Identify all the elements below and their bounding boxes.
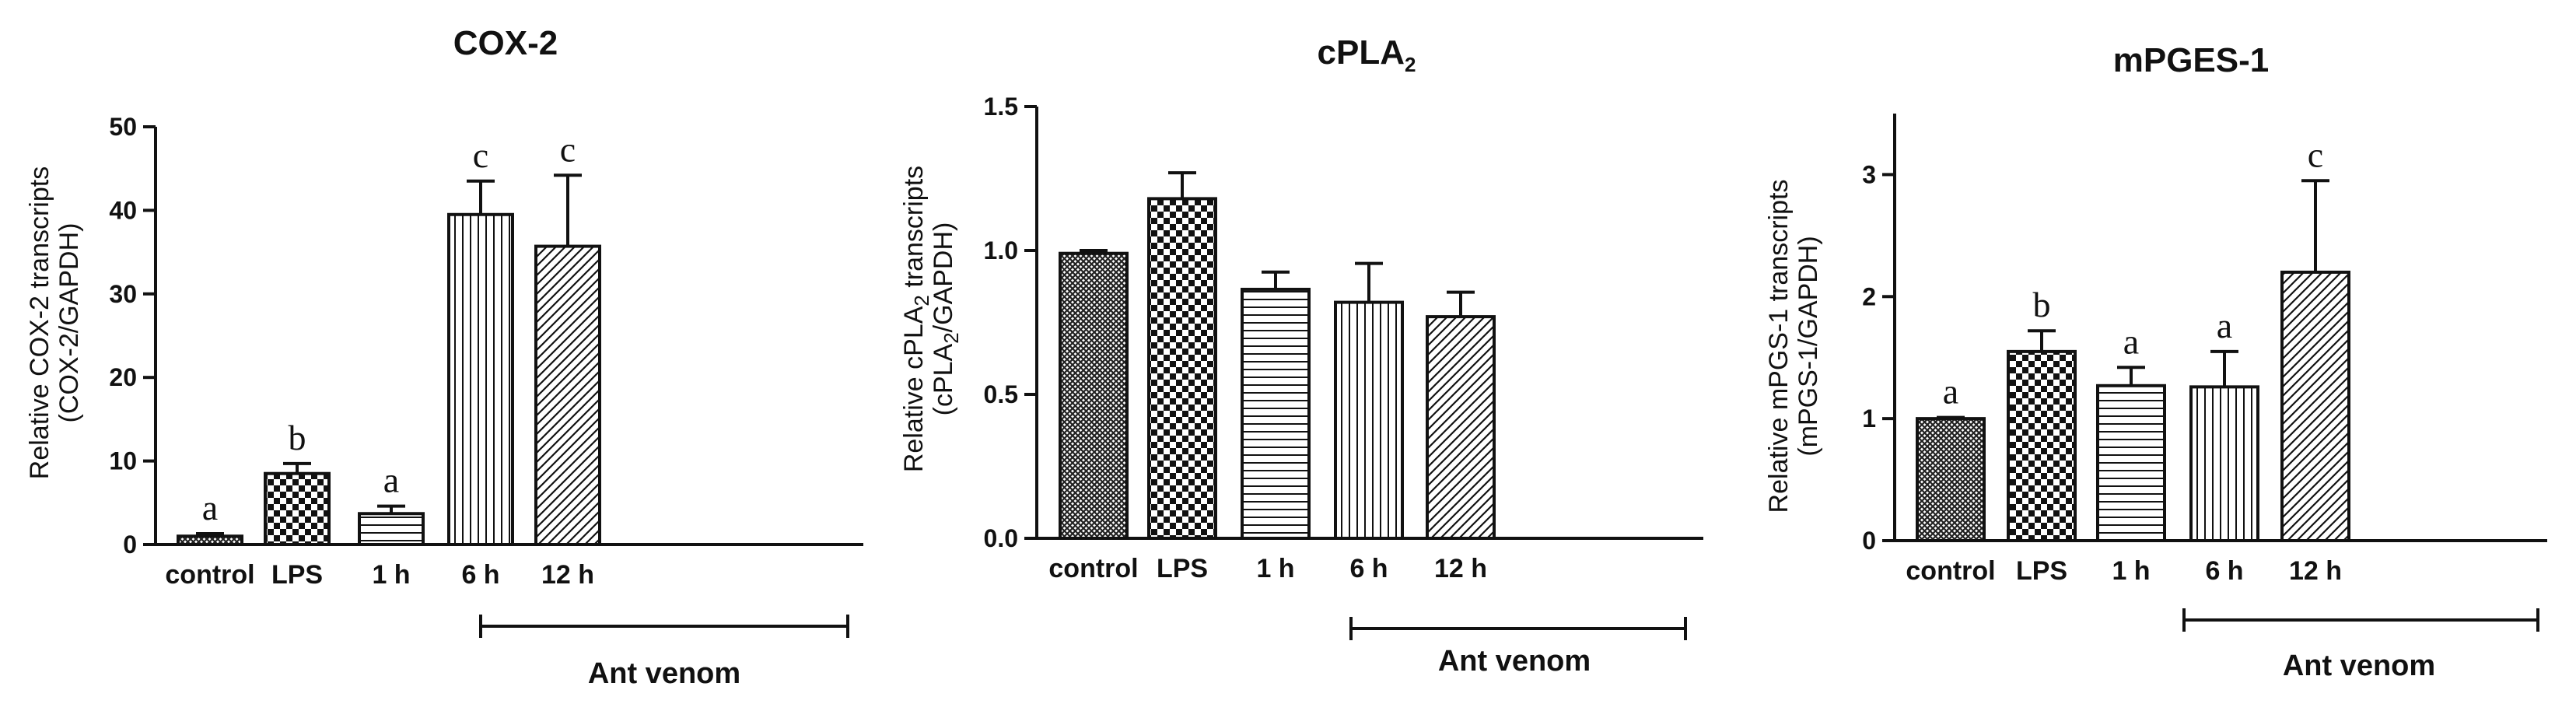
y-tick-label: 10 [109,447,137,475]
significance-label: a [2217,306,2232,345]
group-label: Ant venom [1438,645,1591,678]
y-axis-label-line2: (cPLA2/GAPDH) [929,222,963,416]
group-label: Ant venom [2283,650,2435,682]
x-tick-label: LPS [2016,556,2067,586]
significance-label: c [560,129,576,169]
significance-label: c [473,135,488,175]
x-tick-labels: control LPS 1 h 6 h 12 h [1906,556,2342,586]
y-ticks: 0 10 20 30 40 50 [109,113,156,559]
bar-control [177,534,243,547]
bar-12h [534,244,601,546]
y-tick-label: 1.5 [984,93,1018,121]
y-axis-label: Relative COX-2 transcripts [25,166,54,479]
bar-1h [2096,384,2166,543]
bars: a b a c c [177,129,601,547]
y-tick-label: 50 [109,113,137,141]
bar-control [1916,417,1986,543]
significance-label: a [383,461,399,500]
bar-1h [1241,287,1311,540]
x-tick-label: control [1048,554,1138,583]
chart-title: COX-2 [453,24,558,62]
x-tick-label: 1 h [372,560,410,590]
bar-6h [2189,385,2259,542]
x-tick-label: LPS [1157,554,1208,583]
x-tick-labels: control LPS 1 h 6 h 12 h [165,560,594,590]
chart-title: mPGES-1 [2113,41,2270,79]
y-axis-label-line2: (mPGS-1/GAPDH) [1794,236,1823,456]
significance-label: a [2123,321,2139,361]
x-tick-label: 12 h [2289,556,2342,586]
y-tick-label: 0.0 [984,524,1018,552]
bar-lps [2007,349,2077,542]
bar-12h [1426,315,1496,540]
group-label: Ant venom [588,657,740,690]
significance-label: a [202,488,218,527]
y-tick-label: 3 [1862,160,1876,188]
y-ticks: 0.0 0.5 1.0 1.5 [984,93,1037,552]
y-tick-label: 0 [123,531,137,559]
x-tick-label: 1 h [1256,554,1294,583]
y-tick-label: 0.5 [984,380,1018,408]
y-tick-label: 0 [1862,527,1876,555]
y-tick-label: 1 [1862,405,1876,433]
bar-lps [1147,197,1217,540]
bar-6h [1334,300,1404,540]
panel-mpges1: mPGES-1 Relative mPGS-1 transcripts (mPG… [1764,41,2547,682]
x-tick-label: 12 h [541,560,594,590]
x-tick-label: control [165,560,254,590]
panel-cox2: COX-2 Relative COX-2 transcripts (COX-2/… [25,24,863,690]
panel-cpla2: cPLA2 Relative cPLA2 transcripts (cPLA2/… [899,33,1703,678]
bar-6h [447,212,514,546]
y-tick-label: 2 [1862,282,1876,310]
y-axis-label-line2: (COX-2/GAPDH) [54,223,84,423]
y-tick-label: 30 [109,280,137,308]
y-tick-label: 1.0 [984,236,1018,264]
y-axis-label: Relative mPGS-1 transcripts [1764,180,1794,513]
bar-1h [358,512,425,547]
x-tick-label: LPS [271,560,323,590]
bars [1059,171,1496,540]
y-tick-label: 20 [109,363,137,391]
x-tick-label: 12 h [1434,554,1487,583]
x-tick-label: 6 h [2205,556,2243,586]
x-tick-label: 6 h [1349,554,1388,583]
x-tick-labels: control LPS 1 h 6 h 12 h [1048,554,1487,583]
bar-control [1059,251,1129,540]
x-tick-label: 6 h [461,560,499,590]
bar-lps [264,471,331,547]
y-axis-label: Relative cPLA2 transcripts [899,166,933,472]
chart-title: cPLA2 [1318,33,1416,76]
y-ticks: 0 1 2 3 [1862,160,1895,555]
significance-label: c [2308,135,2323,174]
bar-12h [2280,270,2350,542]
significance-label: b [289,418,306,457]
significance-label: a [1943,372,1958,412]
y-tick-label: 40 [109,196,137,224]
bars: a b a a c [1916,135,2350,543]
x-tick-label: control [1906,556,1995,586]
significance-label: b [2033,285,2051,324]
x-tick-label: 1 h [2112,556,2150,586]
